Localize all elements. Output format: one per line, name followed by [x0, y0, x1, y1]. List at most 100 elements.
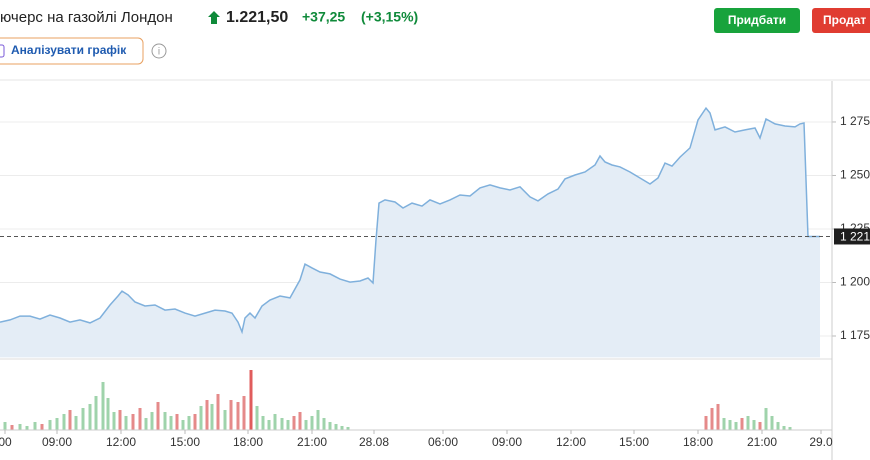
change-pct: (+3,15%): [361, 9, 418, 25]
volume-bar: [150, 412, 154, 430]
x-tick-label: 29.0: [809, 435, 833, 449]
volume-bar: [752, 420, 756, 430]
volume-bar: [88, 404, 92, 430]
volume-bar: [187, 416, 191, 430]
volume-bar: [106, 398, 110, 430]
volume-bar: [131, 414, 135, 430]
volume-bar: [124, 416, 128, 430]
volume-bar: [74, 416, 78, 430]
volume-bar: [310, 416, 314, 430]
last-price-box: [834, 228, 870, 245]
volume-bar: [716, 404, 720, 430]
last-price-label: 1 221: [840, 230, 870, 244]
volume-bar: [210, 404, 214, 430]
volume-bar: [273, 414, 277, 430]
volume-bar: [205, 400, 209, 430]
up-arrow: [208, 11, 220, 24]
volume-bar: [163, 412, 167, 430]
volume-bar: [304, 420, 308, 430]
volume-bar: [704, 416, 708, 430]
x-tick-label: 15:00: [619, 435, 649, 449]
x-tick-label: 09:00: [42, 435, 72, 449]
x-tick-label: 15:00: [170, 435, 200, 449]
volume-bar: [340, 426, 344, 430]
buy-button[interactable]: [714, 8, 800, 33]
y-tick-label: 1 175: [840, 328, 870, 342]
volume-bar: [181, 420, 185, 430]
x-tick-label: 00: [0, 435, 12, 449]
volume-bar: [728, 420, 732, 430]
price: 1.221,50: [226, 9, 288, 26]
volume-bar: [156, 402, 160, 430]
volume-bar: [193, 414, 197, 430]
volume-bar: [62, 414, 66, 430]
volume-bar: [788, 427, 792, 430]
x-tick-label: 06:00: [428, 435, 458, 449]
analyze-button[interactable]: [0, 37, 144, 65]
volume-bar: [101, 382, 105, 430]
volume-bar: [25, 426, 29, 430]
x-tick-label: 21:00: [747, 435, 777, 449]
y-tick-label: 1 275: [840, 114, 870, 128]
volume-bar: [267, 420, 271, 430]
info-icon[interactable]: [151, 43, 167, 59]
buy-label: Придбати: [728, 13, 786, 27]
volume-bar: [223, 410, 227, 430]
price-area: [0, 108, 820, 358]
info-i: i: [158, 47, 160, 58]
volume-bar: [138, 408, 142, 430]
volume-bar: [782, 426, 786, 430]
change: +37,25: [302, 9, 345, 25]
volume-bar: [10, 425, 14, 430]
volume-bar: [292, 416, 296, 430]
x-tick-label: 21:00: [297, 435, 327, 449]
volume-bar: [280, 418, 284, 430]
volume-bar: [722, 418, 726, 430]
volume-bar: [242, 396, 246, 430]
volume-bar: [68, 410, 72, 430]
volume-bar: [81, 408, 85, 430]
volume-bar: [18, 424, 22, 430]
x-tick-label: 12:00: [556, 435, 586, 449]
volume-bar: [328, 422, 332, 430]
volume-bar: [48, 420, 52, 430]
volume-bar: [229, 400, 233, 430]
volume-bar: [316, 410, 320, 430]
volume-bar: [3, 422, 7, 430]
volume-bar: [710, 408, 714, 430]
volume-bar: [216, 394, 220, 430]
volume-bar: [33, 422, 37, 430]
volume-bar: [144, 418, 148, 430]
volume-bar: [746, 416, 750, 430]
analyze-icon: [0, 44, 5, 58]
volume-bar: [298, 412, 302, 430]
volume-bar: [118, 410, 122, 430]
volume-bar: [770, 416, 774, 430]
volume-bar: [758, 422, 762, 430]
volume-bar: [169, 416, 173, 430]
volume-bar: [322, 418, 326, 430]
x-tick-label: 09:00: [492, 435, 522, 449]
sell-button[interactable]: [812, 8, 870, 33]
volume-bar: [255, 406, 259, 430]
x-tick-label: 12:00: [106, 435, 136, 449]
volume-bar: [734, 422, 738, 430]
volume-bar: [175, 414, 179, 430]
volume-bar: [261, 416, 265, 430]
volume-bar: [346, 427, 350, 430]
volume-bar: [94, 396, 98, 430]
volume-bar: [40, 424, 44, 430]
volume-bar: [249, 370, 253, 430]
instrument-title: ючерс на газойлі Лондон: [0, 9, 173, 26]
price-line: [0, 106, 820, 335]
x-tick-label: 18:00: [683, 435, 713, 449]
analyze-label: Аналізувати графік: [11, 43, 127, 57]
volume-bar: [55, 418, 59, 430]
volume-bar: [776, 422, 780, 430]
x-tick-label: 28.08: [359, 435, 389, 449]
y-tick-label: 1 250: [840, 168, 870, 182]
volume-bar: [764, 408, 768, 430]
x-tick-label: 18:00: [233, 435, 263, 449]
volume-bar: [286, 420, 290, 430]
